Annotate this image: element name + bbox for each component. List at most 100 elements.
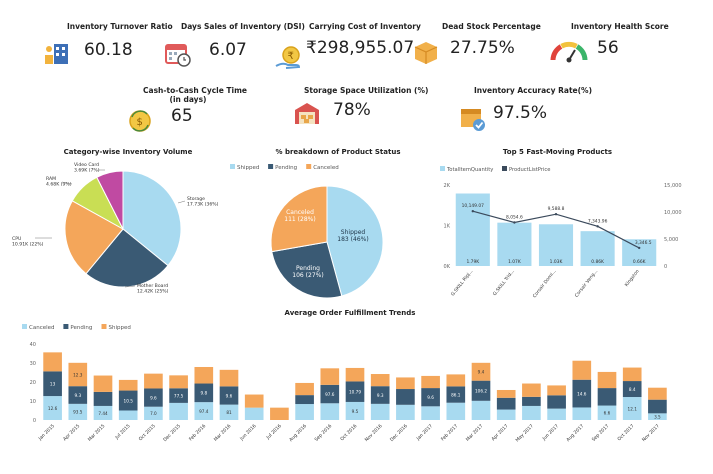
pie-slice-canceled[interactable] — [270, 185, 328, 253]
bar-segment-canceled[interactable] — [345, 401, 365, 420]
bar-segment-pending[interactable] — [572, 379, 592, 408]
bar-segment-pending[interactable] — [219, 386, 239, 405]
x-tick-label: Oct 2016 — [339, 423, 358, 442]
bar-segment-canceled[interactable] — [43, 396, 62, 420]
bar-corsair-veng[interactable] — [580, 231, 615, 266]
price-point[interactable] — [513, 221, 516, 224]
price-point-label: 3,346.5 — [635, 240, 652, 246]
bar-segment-canceled[interactable] — [68, 403, 88, 420]
bar-segment-canceled[interactable] — [547, 408, 566, 420]
pie-slice-storage[interactable] — [122, 170, 182, 267]
bar-segment-canceled[interactable] — [471, 400, 491, 420]
bar-segment-canceled[interactable] — [194, 402, 214, 420]
bar-segment-canceled[interactable] — [169, 402, 188, 420]
bar-segment-shipped[interactable] — [144, 373, 163, 389]
bar-segment-canceled[interactable] — [93, 405, 113, 420]
bar-segment-shipped[interactable] — [295, 382, 314, 396]
bar-segment-canceled[interactable] — [244, 407, 264, 420]
bar-segment-canceled[interactable] — [320, 403, 340, 420]
bar-segment-shipped[interactable] — [43, 352, 62, 372]
bar-segment-pending[interactable] — [144, 388, 163, 407]
bar-segment-shipped[interactable] — [320, 368, 340, 385]
bar-segment-pending[interactable] — [370, 386, 390, 404]
bar-segment-canceled[interactable] — [648, 413, 667, 420]
bar-segment-canceled[interactable] — [572, 407, 592, 420]
bar-segment-pending[interactable] — [396, 389, 415, 405]
kpi-value: 56 — [597, 38, 619, 58]
bar-segment-canceled[interactable] — [496, 409, 516, 420]
bar-segment-pending[interactable] — [547, 395, 566, 409]
bar-segment-canceled[interactable] — [446, 402, 466, 420]
bar-segment-shipped[interactable] — [118, 379, 138, 391]
bar-segment-pending[interactable] — [597, 388, 617, 406]
bar-segment-shipped[interactable] — [496, 389, 516, 398]
bar-segment-shipped[interactable] — [396, 377, 415, 390]
bar-segment-shipped[interactable] — [648, 387, 667, 400]
bar-segment-shipped[interactable] — [219, 369, 239, 387]
bar-segment-pending[interactable] — [496, 397, 516, 410]
bar-segment-pending[interactable] — [93, 391, 113, 406]
price-point[interactable] — [471, 209, 474, 213]
bar-segment-canceled[interactable] — [421, 406, 440, 420]
bar-segment-canceled[interactable] — [295, 404, 314, 420]
bar-segment-canceled[interactable] — [118, 410, 138, 421]
bar-segment-canceled[interactable] — [219, 404, 239, 420]
bar-segment-pending[interactable] — [320, 384, 340, 404]
chart-title: Top 5 Fast-Moving Products — [502, 148, 613, 156]
bar-corsair-domi[interactable] — [538, 224, 574, 266]
x-tick-label: Apr 2015 — [62, 423, 81, 442]
bar-segment-shipped[interactable] — [572, 360, 592, 380]
bar-segment-pending[interactable] — [471, 380, 491, 401]
bar-segment-shipped[interactable] — [522, 383, 541, 397]
bar-segment-shipped[interactable] — [471, 362, 491, 381]
bar-segment-pending[interactable] — [194, 383, 214, 403]
bar-segment-pending[interactable] — [118, 390, 138, 411]
bar-segment-shipped[interactable] — [244, 394, 264, 408]
bar-kingston[interactable] — [622, 239, 657, 266]
bar-segment-canceled[interactable] — [622, 397, 642, 420]
bar-segment-canceled[interactable] — [396, 404, 415, 420]
bar-segment-shipped[interactable] — [597, 371, 617, 389]
price-point[interactable] — [554, 213, 558, 216]
pie-slice-shipped[interactable] — [326, 185, 384, 297]
pie-slice-video-card[interactable] — [96, 170, 124, 230]
pie-slice-pending[interactable] — [271, 241, 343, 299]
pie-slice-cpu[interactable] — [64, 200, 124, 275]
segment-value-label: 97.6 — [325, 392, 335, 397]
bar-segment-shipped[interactable] — [421, 375, 440, 389]
bar-segment-pending[interactable] — [421, 388, 440, 407]
bar-segment-shipped[interactable] — [622, 367, 642, 382]
bar-segment-shipped[interactable] — [68, 362, 88, 387]
bar-g-skill-trid[interactable] — [497, 222, 532, 266]
bar-segment-shipped[interactable] — [370, 374, 390, 387]
price-point[interactable] — [596, 225, 599, 228]
bar-segment-pending[interactable] — [648, 399, 667, 414]
bar-segment-pending[interactable] — [446, 386, 466, 403]
y-left-tick: 1K — [444, 224, 451, 230]
bar-segment-canceled[interactable] — [144, 406, 163, 420]
bar-segment-pending[interactable] — [169, 388, 188, 403]
bar-segment-shipped[interactable] — [194, 366, 214, 384]
bar-segment-shipped[interactable] — [93, 375, 113, 392]
bar-segment-shipped[interactable] — [270, 407, 289, 420]
bar-g-skill-ripj[interactable] — [455, 193, 490, 266]
pie-value-label-shipped: 183 (46%) — [337, 236, 368, 243]
bar-segment-canceled[interactable] — [370, 403, 390, 420]
bar-segment-pending[interactable] — [43, 371, 62, 397]
legend-swatch-pending — [63, 324, 69, 329]
bar-segment-canceled[interactable] — [597, 405, 617, 420]
bar-segment-pending[interactable] — [522, 396, 541, 406]
bar-segment-pending[interactable] — [68, 386, 88, 404]
bar-segment-shipped[interactable] — [547, 385, 566, 396]
price-point[interactable] — [638, 246, 641, 250]
bar-segment-pending[interactable] — [345, 381, 365, 402]
bar-segment-pending[interactable] — [295, 395, 314, 405]
segment-value-label: 9.6 — [226, 393, 233, 398]
bar-segment-pending[interactable] — [622, 381, 642, 398]
pie-label-canceled: Canceled — [286, 209, 314, 216]
bar-segment-shipped[interactable] — [169, 375, 188, 389]
bar-segment-shipped[interactable] — [345, 367, 365, 382]
bar-segment-canceled[interactable] — [522, 405, 541, 420]
kpi-title: Dead Stock Percentage — [442, 22, 541, 31]
bar-segment-shipped[interactable] — [446, 374, 466, 387]
